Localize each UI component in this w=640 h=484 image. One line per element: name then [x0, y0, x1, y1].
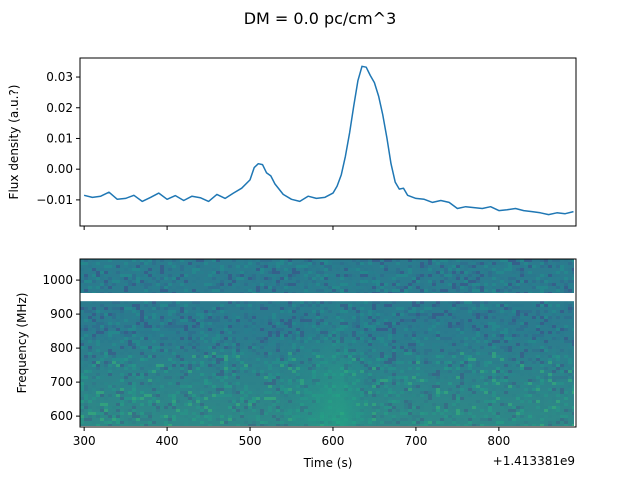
spectrogram-x-tick-label: 300: [73, 434, 96, 448]
spectrogram-x-tick-label: 700: [404, 434, 427, 448]
flux-y-tick-label: −0.01: [36, 193, 73, 207]
spectrogram-y-tick-label: 1000: [42, 273, 73, 287]
flux-y-tick-label: 0.00: [46, 162, 73, 176]
spectrogram-y-tick-label: 600: [50, 409, 73, 423]
chart-title: DM = 0.0 pc/cm^3: [244, 9, 397, 28]
spectrogram-panel: 600 700 800 900 1000 300 400 500 600 700 800 Freq…: [15, 258, 577, 470]
spectrogram-x-ticks: 300 400 500 600 700 800: [73, 427, 510, 448]
spectrogram-y-ticks: 600 700 800 900 1000: [42, 273, 80, 423]
flux-y-ticks: −0.01 0.00 0.01 0.02 0.03: [36, 70, 80, 207]
spectrogram-y-tick-label: 700: [50, 375, 73, 389]
spectrogram-x-tick-label: 600: [322, 434, 345, 448]
spectrogram-y-tick-label: 900: [50, 307, 73, 321]
flux-series-line: [83, 65, 574, 216]
flux-x-ticks: [83, 226, 500, 230]
spectrogram-y-tick-label: 800: [50, 341, 73, 355]
spectrogram-x-tick-label: 400: [156, 434, 179, 448]
spectrogram-x-tick-label: 500: [239, 434, 262, 448]
flux-panel: −0.01 0.00 0.01 0.02 0.03 Flux density (a.u.…: [7, 57, 577, 230]
spectrogram-x-tick-label: 800: [487, 434, 510, 448]
flux-panel-frame: [79, 57, 577, 227]
flux-y-tick-label: 0.03: [46, 70, 73, 84]
spectrogram-x-axis-label: Time (s): [303, 456, 353, 470]
spectrogram-panel-frame: [79, 258, 577, 428]
flux-y-tick-label: 0.01: [46, 131, 73, 145]
spectrogram-masked-band: [80, 293, 574, 302]
flux-y-axis-label: Flux density (a.u.?): [7, 85, 21, 200]
flux-y-tick-label: 0.02: [46, 101, 73, 115]
spectrogram-pulse-glow: [80, 259, 574, 426]
spectrogram-y-axis-label: Frequency (MHz): [15, 293, 29, 394]
x-offset-label: +1.413381e9: [493, 454, 575, 468]
